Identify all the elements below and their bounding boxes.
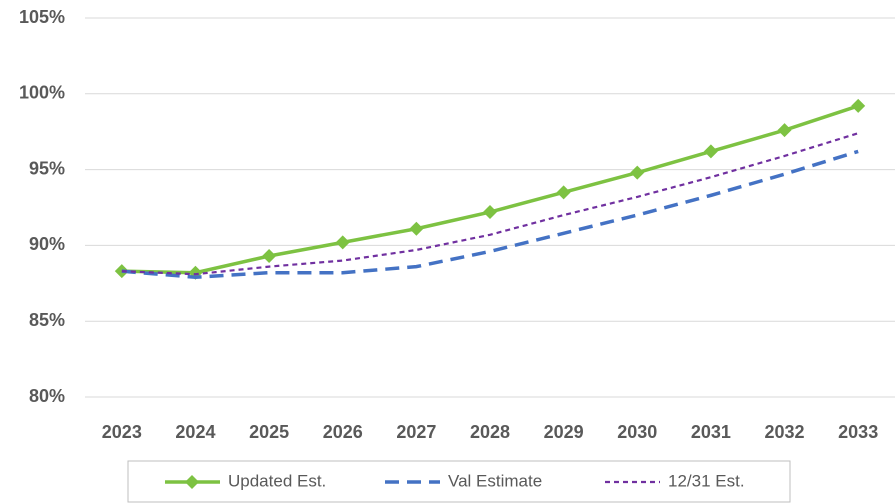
y-tick-label: 80% xyxy=(29,386,65,406)
legend-label: 12/31 Est. xyxy=(668,471,745,490)
y-tick-label: 90% xyxy=(29,234,65,254)
series-line xyxy=(121,104,859,275)
legend-marker xyxy=(185,475,199,489)
y-tick-label: 100% xyxy=(19,83,65,103)
point-marker xyxy=(556,185,571,200)
point-marker xyxy=(777,123,792,138)
x-tick-label: 2027 xyxy=(396,422,436,442)
point-marker xyxy=(262,249,277,264)
x-tick-label: 2024 xyxy=(175,422,215,442)
point-marker xyxy=(630,165,645,180)
legend-label: Val Estimate xyxy=(448,471,542,490)
x-tick-label: 2025 xyxy=(249,422,289,442)
y-tick-label: 85% xyxy=(29,310,65,330)
legend-label: Updated Est. xyxy=(228,471,326,490)
series-line xyxy=(121,149,859,279)
series-line xyxy=(121,132,859,276)
x-tick-label: 2033 xyxy=(838,422,878,442)
y-tick-label: 105% xyxy=(19,7,65,27)
y-tick-label: 95% xyxy=(29,158,65,178)
x-tick-label: 2031 xyxy=(691,422,731,442)
x-tick-label: 2023 xyxy=(102,422,142,442)
x-tick-label: 2026 xyxy=(323,422,363,442)
point-marker xyxy=(114,264,129,279)
point-marker xyxy=(483,205,497,220)
legend-box xyxy=(127,460,791,503)
point-marker xyxy=(335,235,350,250)
x-tick-label: 2032 xyxy=(765,422,805,442)
point-marker xyxy=(703,144,718,159)
x-tick-label: 2028 xyxy=(470,422,510,442)
x-tick-label: 2030 xyxy=(617,422,657,442)
point-marker xyxy=(409,221,424,236)
x-tick-label: 2029 xyxy=(544,422,584,442)
point-marker xyxy=(851,98,866,113)
